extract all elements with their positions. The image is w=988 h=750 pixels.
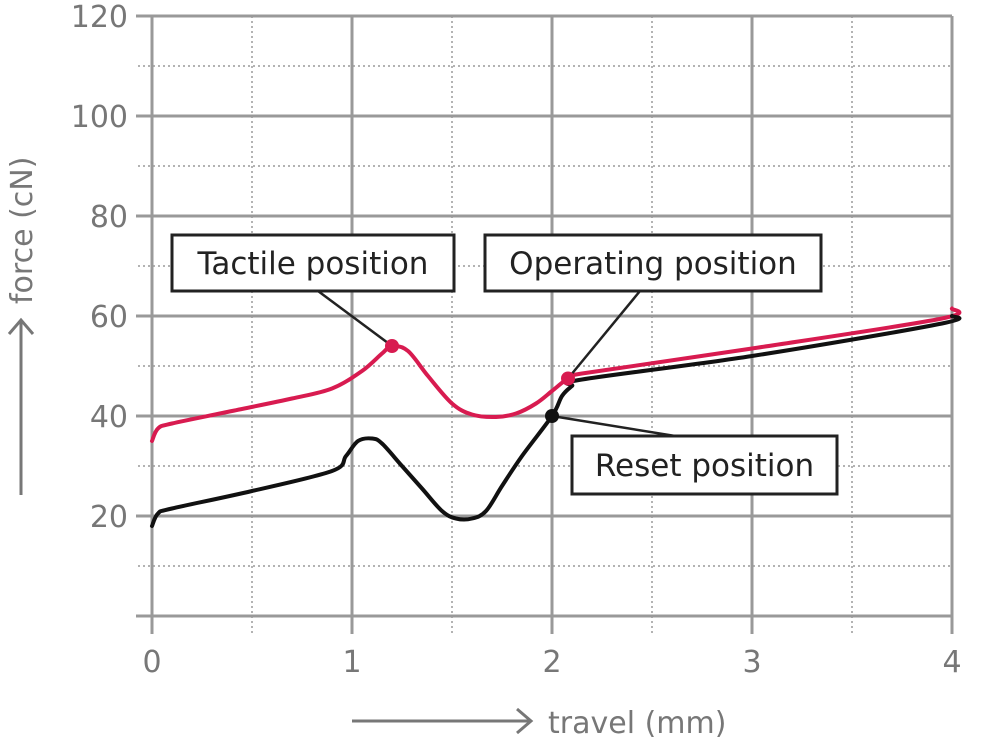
x-tick-label: 3 [742, 645, 761, 680]
y-axis-title-group: force (cN) [5, 157, 40, 495]
callout-reset-position: Reset position [570, 434, 839, 496]
y-tick-label: 120 [71, 0, 128, 35]
callout-tactile-position: Tactile position [170, 233, 456, 293]
x-axis-title-group: travel (mm) [352, 706, 726, 741]
x-axis-title: travel (mm) [548, 706, 726, 741]
series-line-red [150, 306, 962, 443]
callout-label: Operating position [509, 246, 797, 282]
y-tick-label: 100 [71, 100, 128, 135]
x-tick-label: 0 [142, 645, 161, 680]
major-grid [136, 14, 954, 634]
data-marker [545, 409, 559, 423]
callout-box [170, 233, 456, 293]
callout-box [483, 233, 823, 293]
data-marker [385, 339, 399, 353]
y-axis-title: force (cN) [5, 157, 40, 304]
data-marker [561, 371, 575, 386]
y-tick-label: 20 [90, 500, 128, 535]
leader-line [567, 290, 641, 380]
callout-box [570, 434, 839, 496]
x-tick-label: 1 [342, 645, 361, 680]
x-tick-label: 4 [942, 645, 961, 680]
series-line-black [150, 314, 962, 528]
data-markers [385, 339, 575, 423]
annotation-callouts: Tactile position Operating position Reset … [170, 233, 839, 496]
x-tick-label: 2 [542, 645, 561, 680]
y-axis-arrow-head [7, 317, 35, 335]
minor-grid [138, 16, 952, 634]
leader-line [317, 289, 393, 348]
y-tick-label: 80 [90, 200, 128, 235]
callout-label: Tactile position [197, 246, 429, 282]
callout-operating-position: Operating position [483, 233, 823, 293]
tick-labels: 0 1 2 3 4 20 40 60 80 100 120 [71, 0, 962, 680]
callout-label: Reset position [595, 448, 814, 484]
y-tick-label: 40 [90, 400, 128, 435]
axis-titles: travel (mm) force (cN) [5, 157, 726, 741]
y-tick-label: 60 [90, 300, 128, 335]
series-lines [150, 306, 962, 528]
x-axis-arrow-head [516, 707, 534, 735]
